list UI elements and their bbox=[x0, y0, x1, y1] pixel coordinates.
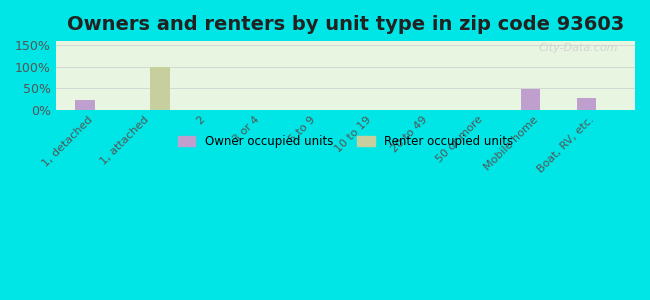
Bar bbox=[577, 98, 596, 110]
Title: Owners and renters by unit type in zip code 93603: Owners and renters by unit type in zip c… bbox=[67, 15, 624, 34]
Bar bbox=[150, 67, 170, 110]
Legend: Owner occupied units, Renter occupied units: Owner occupied units, Renter occupied un… bbox=[173, 130, 518, 153]
Bar bbox=[521, 89, 540, 110]
Bar bbox=[75, 100, 95, 110]
Text: City-Data.com: City-Data.com bbox=[538, 43, 617, 53]
